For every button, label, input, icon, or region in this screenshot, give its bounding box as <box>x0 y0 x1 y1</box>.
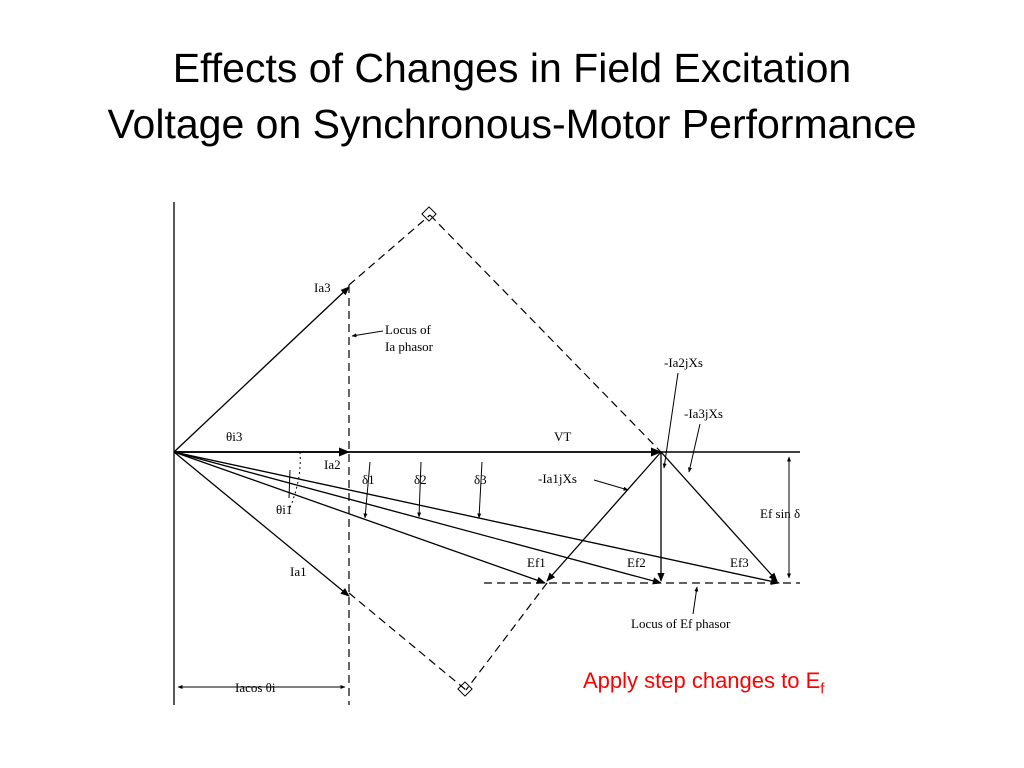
delta2-leader <box>417 461 422 518</box>
right-angle-marker-top <box>421 206 437 222</box>
label-ia2jxs: -Ia2jXs <box>664 355 703 370</box>
ia2jxs-leader <box>662 372 679 469</box>
label-theta-i1: θi1 <box>276 502 292 517</box>
label-ef2: Ef2 <box>627 555 646 570</box>
label-ia1jxs: -Ia1jXs <box>538 471 577 486</box>
label-ef1: Ef1 <box>527 555 546 570</box>
dashed-lower-left <box>348 592 467 691</box>
locus-ia-leader <box>351 330 384 338</box>
label-theta-i3: θi3 <box>226 429 242 444</box>
ef3-phasor <box>173 451 780 585</box>
dashed-lower-right <box>465 582 548 691</box>
ia3-phasor <box>173 286 350 453</box>
note-text: Apply step changes to E <box>583 668 821 693</box>
dashed-upper-left <box>348 214 431 286</box>
slide-title: Effects of Changes in Field Excitation V… <box>0 40 1024 152</box>
label-locus-ef: Locus of Ef phasor <box>631 616 731 631</box>
right-angle-marker-bottom <box>457 681 473 697</box>
ia1jxs-phasor <box>546 451 662 582</box>
label-delta1: δ1 <box>362 472 375 487</box>
label-delta2: δ2 <box>414 472 427 487</box>
label-ef3: Ef3 <box>730 555 749 570</box>
label-locus-ia-1: Locus of <box>385 322 432 337</box>
delta1-leader <box>363 461 371 519</box>
label-ia3jxs: -Ia3jXs <box>684 406 723 421</box>
label-ia1: Ia1 <box>290 564 307 579</box>
delta3-leader <box>477 461 483 519</box>
label-delta3: δ3 <box>474 472 487 487</box>
label-ia-cos-theta: Iacos θi <box>235 680 276 695</box>
step-change-note: Apply step changes to Ef <box>583 668 824 697</box>
ef1-phasor <box>173 451 546 584</box>
theta-i1-leader <box>288 469 291 499</box>
ia3jxs-leader <box>688 423 701 473</box>
dashed-upper-right <box>429 214 662 453</box>
label-locus-ia-2: Ia phasor <box>385 339 434 354</box>
title-line-2: Voltage on Synchronous-Motor Performance <box>107 101 917 147</box>
title-line-1: Effects of Changes in Field Excitation <box>172 45 852 91</box>
label-ef-sin-delta: Ef sin δ <box>760 506 800 521</box>
note-subscript: f <box>820 680 825 698</box>
ef2-phasor <box>173 451 662 585</box>
locus-ef-leader <box>692 586 699 615</box>
ia1jxs-leader <box>593 479 629 491</box>
ia3jxs-phasor <box>660 451 778 582</box>
label-ia3: Ia3 <box>314 280 331 295</box>
label-vt: VT <box>554 429 571 444</box>
ia1-phasor <box>173 451 350 597</box>
label-ia2: Ia2 <box>324 457 341 472</box>
